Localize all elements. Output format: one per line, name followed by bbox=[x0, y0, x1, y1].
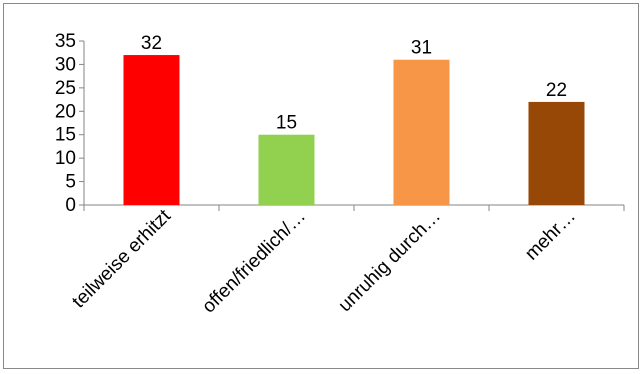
y-tick-label: 35 bbox=[55, 31, 76, 52]
data-label: 32 bbox=[141, 33, 162, 54]
data-label: 22 bbox=[546, 80, 567, 101]
bar bbox=[393, 59, 450, 205]
bar bbox=[528, 101, 585, 205]
category-label: teilweise erhitzt bbox=[68, 205, 175, 312]
data-label: 31 bbox=[411, 38, 432, 59]
y-tick-label: 30 bbox=[55, 54, 76, 75]
category-label: mehr… bbox=[521, 206, 580, 265]
bar bbox=[258, 134, 315, 205]
y-tick-label: 10 bbox=[55, 148, 76, 169]
bar bbox=[123, 55, 180, 205]
category-label: offen/friedlich/… bbox=[198, 206, 310, 318]
y-tick-label: 5 bbox=[65, 172, 76, 193]
y-tick-label: 25 bbox=[55, 78, 76, 99]
y-tick-label: 0 bbox=[65, 195, 76, 216]
y-tick-label: 15 bbox=[55, 125, 76, 146]
data-label: 15 bbox=[276, 113, 297, 134]
category-label: unruhig durch… bbox=[335, 206, 445, 316]
y-tick-label: 20 bbox=[55, 101, 76, 122]
